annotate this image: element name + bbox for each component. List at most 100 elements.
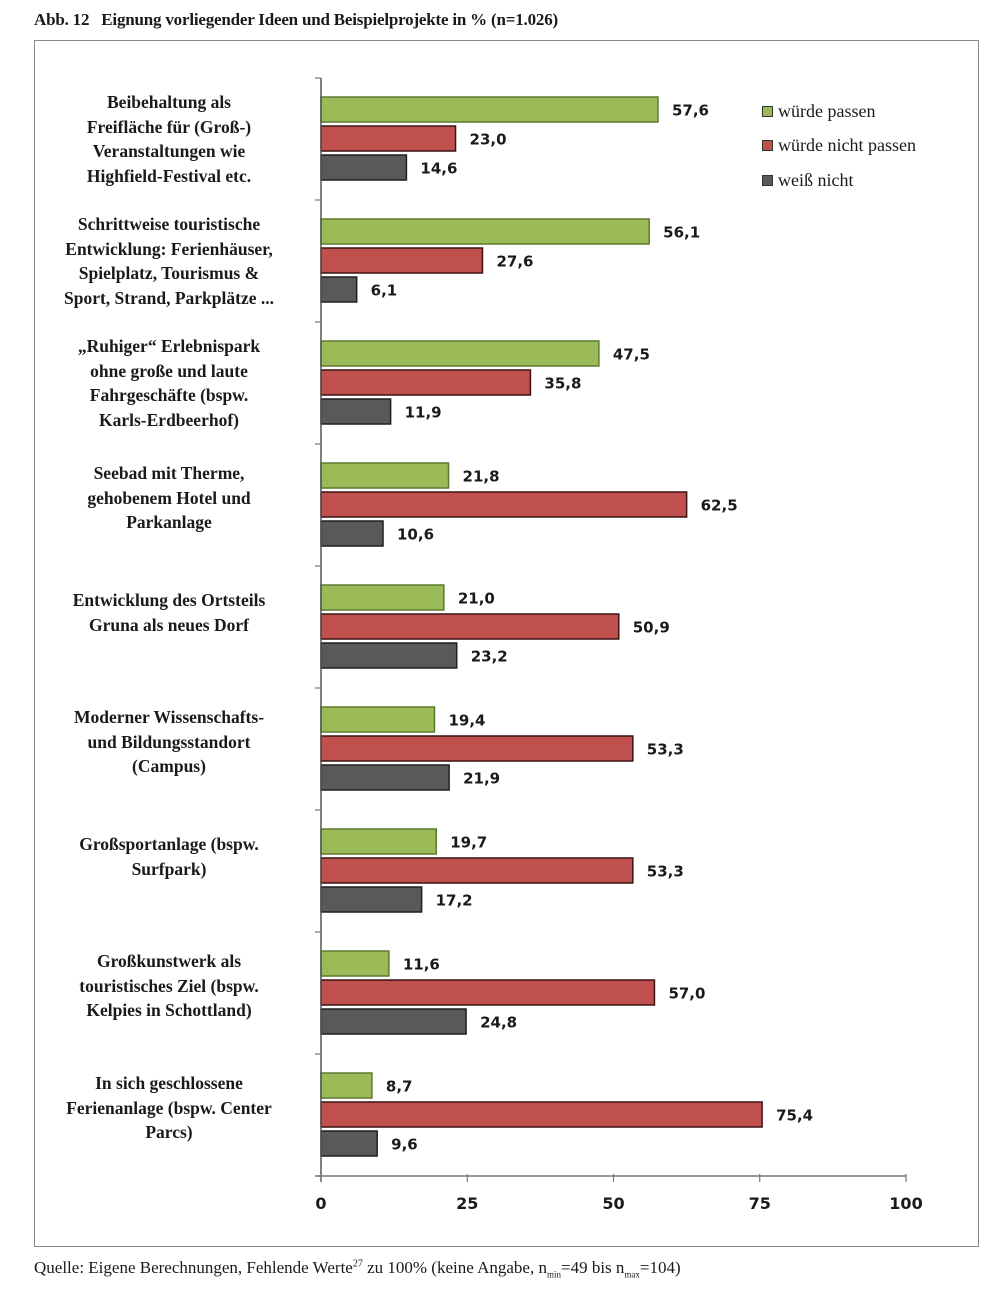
- legend-swatch-red: [762, 140, 773, 152]
- bar-weiss-nicht: [320, 276, 358, 303]
- value-label: 50,9: [633, 619, 670, 637]
- x-tick-label: 100: [889, 1194, 922, 1213]
- value-label: 53,3: [647, 863, 684, 881]
- bar-passt-nicht: [320, 735, 634, 762]
- value-label: 56,1: [663, 224, 700, 242]
- category-label-line: gehobenem Hotel und: [87, 487, 251, 508]
- bar-weiss-nicht: [320, 520, 384, 547]
- bar-weiss-nicht: [320, 1008, 467, 1035]
- value-label: 75,4: [776, 1107, 813, 1125]
- value-label: 21,9: [463, 770, 500, 788]
- value-label: 14,6: [420, 160, 457, 178]
- category-label-line: Spielplatz, Tourismus &: [78, 263, 260, 283]
- bar-passt-nicht: [320, 247, 484, 274]
- source-note: Quelle: Eigene Berechnungen, Fehlende We…: [34, 1258, 681, 1279]
- x-tick-label: 75: [749, 1194, 771, 1213]
- category-label-line: Großsportanlage (bspw.: [79, 834, 259, 854]
- category-label-line: Seebad mit Therme,: [93, 463, 245, 483]
- bar-passt: [320, 340, 600, 367]
- value-label: 23,0: [470, 131, 507, 149]
- bar-passt: [320, 1072, 373, 1099]
- category-label-line: Surfpark): [131, 858, 207, 879]
- bar-passt-nicht: [320, 857, 634, 884]
- category-label: Seebad mit Therme, gehobenem Hotel und Par…: [34, 461, 304, 535]
- x-tick-label: 0: [315, 1194, 326, 1213]
- bar-weiss-nicht: [320, 398, 392, 425]
- category-label-line: (Campus): [132, 756, 206, 776]
- category-label-line: Parcs): [145, 1122, 193, 1142]
- category-label: „Ruhiger“ Erlebnispark ohne große und lau…: [34, 334, 304, 432]
- legend-swatch-green: [762, 105, 773, 117]
- value-label: 35,8: [544, 375, 581, 393]
- category-label: Großkunstwerk als touristisches Ziel (bsp…: [34, 949, 304, 1023]
- bar-weiss-nicht: [320, 642, 458, 669]
- bar-passt: [320, 218, 650, 245]
- value-label: 19,4: [448, 712, 485, 730]
- legend-label: weiß nicht: [778, 169, 854, 190]
- category-label-line: Parkanlage: [126, 512, 212, 532]
- figure-title-text: Eignung vorliegender Ideen und Beispielp…: [101, 10, 558, 29]
- value-label: 10,6: [397, 526, 434, 544]
- bar-passt-nicht: [320, 369, 532, 396]
- n-max-sub: max: [624, 1269, 640, 1280]
- bar-passt-nicht: [320, 613, 620, 640]
- value-label: 24,8: [480, 1014, 517, 1032]
- category-label-line: Fahrgeschäfte (bspw.: [89, 385, 249, 405]
- figure-title: Abb. 12 Eignung vorliegender Ideen und Be…: [34, 10, 558, 30]
- bar-passt: [320, 828, 437, 855]
- legend: würde passen würde nicht passen weiß nic…: [762, 94, 916, 198]
- category-label: In sich geschlossene Ferienanlage (bspw. …: [34, 1071, 304, 1145]
- n-max-value: =104): [639, 1258, 681, 1277]
- category-label-line: Veranstaltungen wie: [92, 141, 246, 161]
- value-label: 9,6: [391, 1136, 418, 1154]
- bar-weiss-nicht: [320, 154, 408, 181]
- value-label: 8,7: [386, 1078, 413, 1096]
- bar-passt: [320, 584, 445, 611]
- value-label: 57,6: [672, 102, 709, 120]
- value-label: 47,5: [613, 346, 650, 364]
- category-label-line: Kelpies in Schottland): [86, 1000, 252, 1020]
- category-label-line: und Bildungsstandort: [87, 731, 251, 752]
- category-label: Großsportanlage (bspw. Surfpark): [34, 832, 304, 881]
- category-label-line: Großkunstwerk als: [96, 951, 242, 971]
- category-label-line: In sich geschlossene: [95, 1073, 243, 1093]
- source-prefix: Quelle: Eigene Berechnungen, Fehlende We…: [34, 1258, 353, 1277]
- bar-passt-nicht: [320, 491, 688, 518]
- bar-weiss-nicht: [320, 1130, 378, 1157]
- axes-layer: [315, 77, 907, 1182]
- category-label-line: Freifläche für (Groß-): [86, 116, 252, 137]
- value-label: 62,5: [701, 497, 738, 515]
- category-label-line: Entwicklung: Ferienhäuser,: [65, 238, 273, 259]
- value-label: 23,2: [471, 648, 508, 666]
- n-min-sub: min: [546, 1269, 561, 1280]
- value-label: 27,6: [496, 253, 533, 271]
- category-label: Moderner Wissenschafts-und Bildungsstand…: [34, 705, 304, 779]
- category-label-line: Gruna als neues Dorf: [89, 614, 249, 635]
- category-label: Entwicklung des Ortsteils Gruna als neues…: [34, 588, 304, 637]
- legend-swatch-gray: [762, 174, 773, 186]
- n-min-value: =49 bis n: [560, 1258, 625, 1277]
- bar-passt-nicht: [320, 979, 656, 1006]
- x-tick-label: 50: [602, 1194, 624, 1213]
- category-label-line: Ferienanlage (bspw. Center: [66, 1097, 272, 1118]
- value-label: 11,9: [405, 404, 442, 422]
- category-label-line: Highfield-Festival etc.: [86, 165, 252, 186]
- value-labels-layer: 57,6 56,1 47,5 21,8 21,0 19,4 19,7 11,6 8,7 23,0 2…: [371, 102, 813, 1154]
- bar-passt: [320, 96, 659, 123]
- legend-label: würde passen: [778, 100, 876, 121]
- value-label: 17,2: [436, 892, 473, 910]
- category-label-line: Moderner Wissenschafts-: [73, 707, 265, 727]
- legend-label: würde nicht passen: [778, 135, 916, 156]
- footnote-ref: 27: [352, 1258, 363, 1270]
- value-label: 21,8: [463, 468, 500, 486]
- bars-layer: [320, 96, 763, 1157]
- category-label-line: Entwicklung des Ortsteils: [72, 590, 266, 610]
- legend-item-wuerde-nicht-passen: würde nicht passen: [762, 129, 916, 164]
- legend-item-wuerde-passen: würde passen: [762, 94, 916, 129]
- value-label: 11,6: [403, 956, 440, 974]
- category-label-line: Karls-Erdbeerhof): [99, 409, 239, 430]
- category-label: Beibehaltung als Freifläche für (Groß-) Ve…: [34, 90, 304, 188]
- value-label: 19,7: [450, 834, 487, 852]
- bar-passt-nicht: [320, 125, 457, 152]
